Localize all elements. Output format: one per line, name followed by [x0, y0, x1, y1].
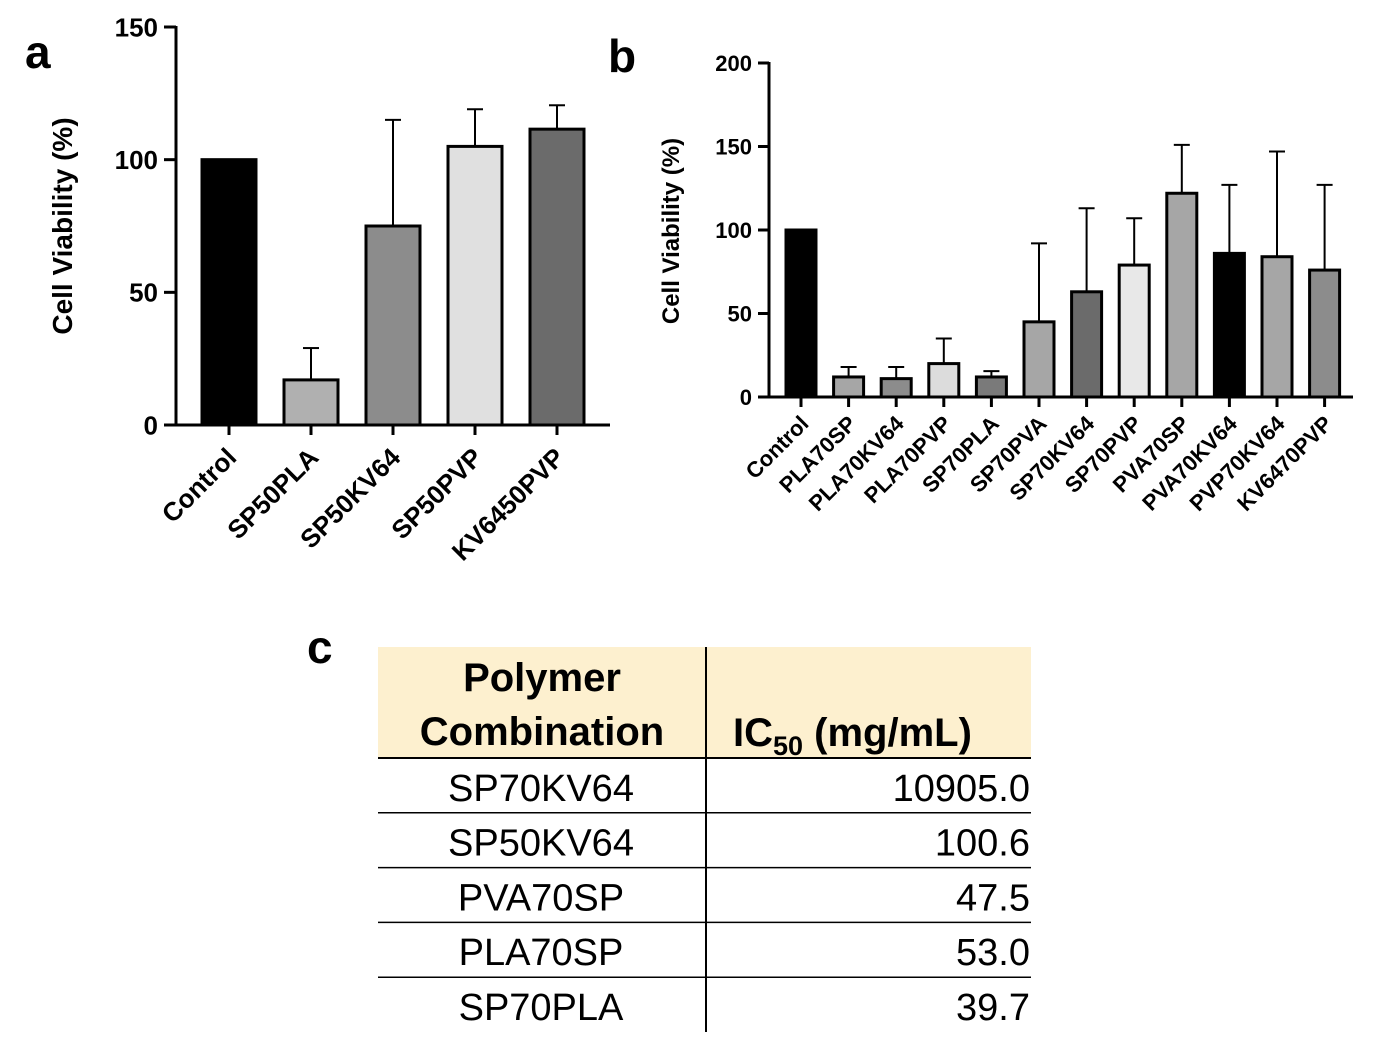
chart-a-bar: [364, 224, 422, 427]
table-row: PLA70SP 53.0: [378, 932, 1031, 978]
chart-b-y-tick-label: 150: [715, 134, 752, 159]
chart-b-bar: [784, 228, 818, 399]
table-header-combination: Combination: [420, 710, 664, 754]
chart-b-bar: [974, 375, 1008, 399]
chart-b-bar: [1165, 191, 1199, 399]
panel-label-a: a: [25, 26, 51, 78]
chart-b-bar: [1308, 268, 1342, 399]
table-cell-polymer: PLA70SP: [459, 932, 624, 974]
chart-b-bar: [1212, 251, 1246, 399]
table-row: PVA70SP 47.5: [378, 877, 1031, 924]
chart-a-bar: [446, 144, 504, 427]
table-row: SP50KV64 100.6: [378, 823, 1031, 869]
chart-b-bar: [1070, 290, 1104, 399]
chart-b-y-tick-label: 0: [740, 385, 752, 410]
chart-b-y-axis-title: Cell Viability (%): [658, 138, 685, 324]
panel-label-c: c: [307, 621, 333, 673]
chart-a-y-tick-label: 50: [129, 278, 158, 308]
chart-b-y-tick-label: 100: [715, 218, 752, 243]
table-header-ic-subscript: 50: [773, 731, 803, 761]
table-cell-polymer: SP70PLA: [459, 987, 624, 1029]
chart-a-bar-chart: Cell Viability (%) 050100150ControlSP50P…: [47, 12, 610, 566]
chart-b-bar: [1022, 320, 1056, 399]
table-row: SP70PLA 39.7: [459, 987, 1030, 1029]
table-cell-ic50: 100.6: [935, 823, 1030, 865]
chart-b-bar: [832, 375, 866, 399]
ic50-table: Polymer Combination IC50 (mg/mL) SP70KV6…: [378, 647, 1031, 1032]
table-cell-ic50: 47.5: [956, 877, 1030, 919]
chart-a-bar: [528, 127, 586, 427]
table-header-unit: (mg/mL): [803, 711, 972, 755]
chart-b-bar: [879, 377, 913, 399]
chart-b-bar: [1260, 255, 1294, 399]
chart-a-y-tick-label: 0: [144, 410, 158, 440]
table-row: SP70KV64 10905.0: [378, 768, 1031, 814]
chart-b-y-tick-label: 50: [728, 301, 752, 326]
chart-a-y-tick-label: 150: [115, 12, 158, 42]
chart-a-y-axis-title: Cell Viability (%): [47, 117, 78, 334]
panel-label-b: b: [608, 30, 636, 82]
chart-a-bar: [200, 158, 258, 427]
table-cell-ic50: 10905.0: [893, 768, 1030, 810]
chart-b-bar: [927, 362, 961, 399]
table-cell-polymer: SP70KV64: [448, 768, 634, 810]
chart-b-bar: [1117, 263, 1151, 399]
table-cell-ic50: 39.7: [956, 987, 1030, 1029]
chart-a-y-tick-label: 100: [115, 145, 158, 175]
table-cell-polymer: SP50KV64: [448, 823, 634, 865]
table-header-ic: IC: [733, 711, 773, 755]
table-cell-ic50: 53.0: [956, 932, 1030, 974]
table-header-ic50: IC50 (mg/mL): [733, 711, 972, 761]
table-cell-polymer: PVA70SP: [458, 877, 624, 919]
chart-b-bar-chart: Cell Viability (%) 050100150200ControlPL…: [658, 51, 1353, 516]
chart-a-bar: [282, 378, 340, 427]
table-header-polymer: Polymer: [463, 656, 621, 700]
table-header-background: [378, 647, 1031, 758]
chart-b-y-tick-label: 200: [715, 51, 752, 76]
